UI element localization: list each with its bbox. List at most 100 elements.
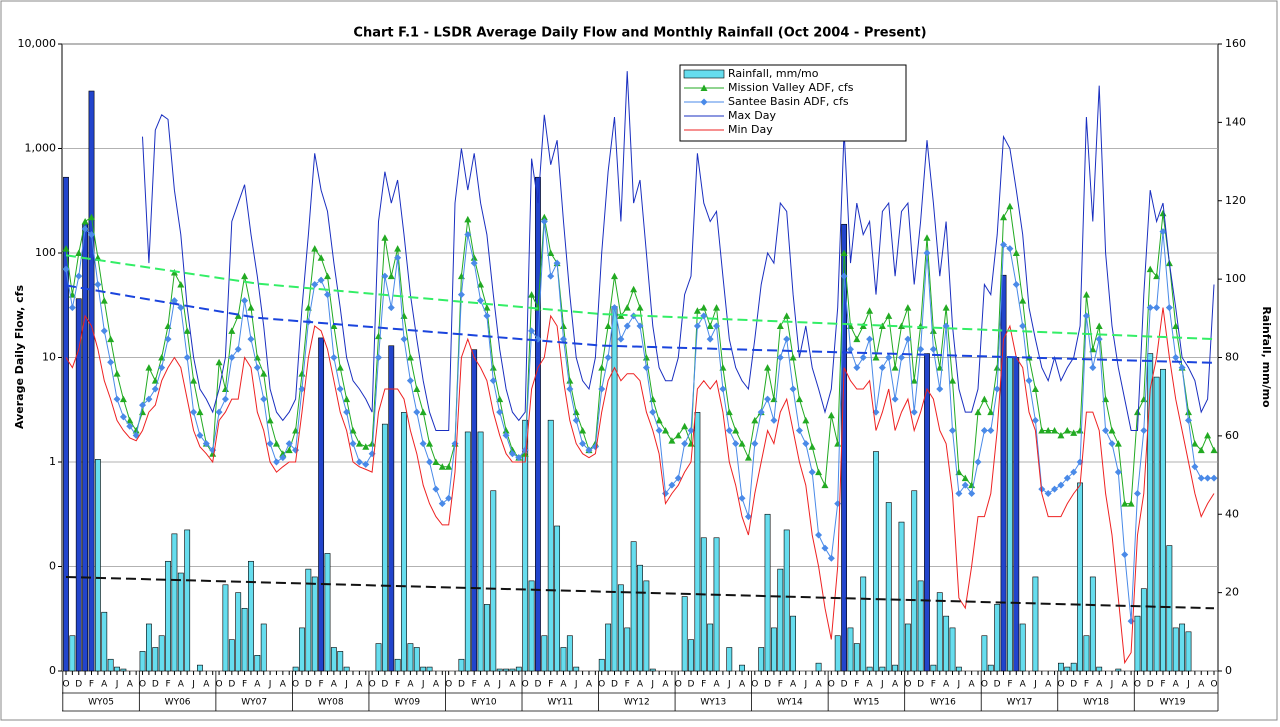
legend-label: Max Day [728,109,776,122]
rain-bar [643,580,650,672]
marker [1063,474,1071,482]
marker [713,304,721,311]
x-tick-label: A [969,680,976,690]
marker [438,463,446,470]
marker [1095,335,1103,343]
marker [1095,322,1103,330]
marker [929,345,937,353]
y2-tick-label: 100 [1225,272,1246,285]
x-tick-label: O [981,680,988,690]
group-label: WY09 [394,698,420,708]
marker [713,322,721,330]
group-label: WY11 [547,698,573,708]
x-tick-label: J [421,680,425,690]
marker [145,364,153,371]
marker [859,354,867,361]
rain-bar [477,431,484,672]
legend-swatch [683,69,725,79]
x-tick-label: A [203,680,210,690]
marker [547,249,555,256]
marker [190,377,198,384]
rain-bar [611,306,618,672]
marker [426,458,434,466]
marker [885,354,893,361]
x-tick-label: F [548,680,553,690]
marker [719,385,727,393]
x-tick-label: A [484,680,491,690]
marker [470,254,478,261]
marker [700,304,708,311]
marker [1000,241,1008,249]
marker [1063,427,1071,434]
marker [815,468,823,476]
marker [323,291,331,299]
rain-bar [426,666,433,672]
rain-bar [522,419,529,672]
x-tick-label: A [1122,680,1129,690]
marker [470,259,478,267]
y2-axis-label: Rainfall, mm/mo [1260,306,1273,408]
marker [1019,297,1027,304]
marker [610,304,618,312]
marker [336,364,344,371]
marker [508,446,516,454]
rain-bar [235,592,242,672]
marker [508,450,516,458]
x-tick-label: A [254,680,261,690]
x-tick-label: A [1198,680,1205,690]
marker [75,272,83,280]
x-tick-label: F [1084,680,1089,690]
rain-bar [248,560,254,672]
rain-bar [509,668,516,672]
marker [355,440,363,447]
rain-bar [700,537,707,672]
rain-bar [1153,376,1160,672]
rain-bar [458,658,465,672]
x-tick-label: O [751,680,758,690]
marker [846,345,854,353]
rain-bar [69,635,76,672]
marker [674,431,682,439]
x-tick-label: A [127,680,134,690]
marker [617,335,625,343]
marker [693,322,701,330]
x-tick-label: A [356,680,363,690]
series-line [142,71,1215,431]
marker [757,408,765,416]
rain-bar [107,658,114,672]
marker [795,427,803,435]
rain-bar [936,592,943,672]
marker [559,322,567,330]
group-label: WY15 [853,698,879,708]
x-tick-label: D [764,680,771,690]
marker [681,422,689,430]
marker [381,272,389,280]
marker [929,327,937,334]
marker [668,437,676,444]
marker [1031,385,1039,392]
marker [126,416,134,424]
marker [604,354,612,361]
y2-tick-label: 140 [1225,115,1246,128]
marker [866,307,874,314]
x-tick-label: A [280,680,287,690]
rain-bar [222,584,229,672]
marker [789,354,797,361]
marker [853,335,861,343]
rain-bar [484,604,490,672]
marker [1121,500,1129,507]
rain-bar [299,627,305,672]
marker [840,272,848,280]
marker [1165,304,1173,312]
x-tick-label: O [369,680,376,690]
marker [1204,474,1212,482]
rain-bar [777,568,784,672]
marker [432,458,440,465]
x-tick-label: O [62,680,69,690]
x-tick-label: A [101,680,108,690]
rain-bar [764,513,771,672]
x-tick-label: D [228,680,235,690]
rain-bar [152,647,159,672]
marker [496,395,504,403]
marker [974,408,982,416]
